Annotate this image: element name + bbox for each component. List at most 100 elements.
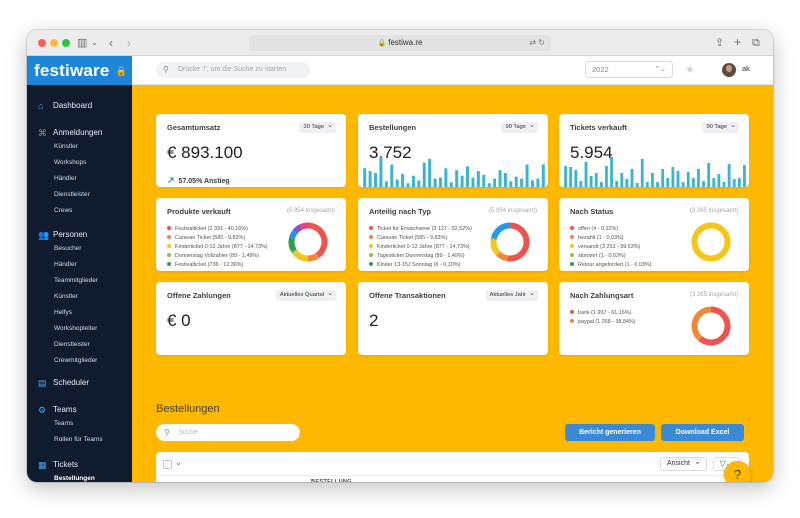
legend-item: Caravan Ticket (585 - 9,83%)	[369, 234, 472, 243]
legend-label: Kinderticket 0-12 Jahre (877 - 14,73%)	[175, 244, 268, 250]
sidebar-subitem-rollen-für-teams[interactable]: Rollen für Teams	[54, 436, 103, 443]
legend-label: offen (4 - 0,12%)	[578, 226, 619, 232]
avatar[interactable]	[722, 63, 736, 77]
sparkline-bar	[599, 182, 603, 187]
sparkline-bar	[584, 162, 588, 187]
donut-segment	[299, 222, 309, 230]
sidebar-subitem-crewmitglieder[interactable]: Crewmitglieder	[54, 357, 98, 364]
sidebar-subitem-künstler[interactable]: Künstler	[54, 293, 78, 300]
registrations-icon: ⌘	[38, 128, 47, 138]
translate-icon[interactable]: ⇄ ↻	[529, 38, 545, 47]
sidebar-item-teams[interactable]: ⚙ Teams	[38, 404, 77, 416]
legend-label: storniert (1 - 0,03%)	[578, 253, 626, 259]
forward-icon[interactable]: ›	[127, 36, 131, 50]
sidebar-item-label: Anmeldungen	[53, 128, 103, 137]
minimize-window-button[interactable]	[50, 39, 58, 47]
sidebar-item-anmeldungen[interactable]: ⌘ Anmeldungen	[38, 127, 102, 139]
period-select[interactable]: 90 Tage	[501, 120, 538, 133]
sparkline-bar	[368, 171, 372, 187]
period-select[interactable]: Aktuelles Quartal	[275, 288, 336, 301]
tabs-icon[interactable]: ⧉	[752, 37, 760, 49]
address-bar[interactable]: 🔒 festiwa.re ⇄ ↻	[249, 35, 551, 51]
user-name[interactable]: ak	[742, 64, 750, 73]
zoom-window-button[interactable]	[62, 39, 70, 47]
sparkline-bar	[428, 158, 432, 187]
period-select[interactable]: Aktuelles Jahr	[485, 288, 538, 301]
card-title: Nach Status	[570, 207, 614, 216]
period-select[interactable]: 90 Tage	[702, 120, 739, 133]
sidebar-item-personen[interactable]: 👥 Personen	[38, 229, 87, 241]
legend-label: bank (1 997 - 61,16%)	[578, 310, 632, 316]
legend-dot	[369, 261, 373, 266]
legend-item: Kinderticket 0-12 Jahre (877 - 14,73%)	[369, 243, 472, 252]
legend-dot	[167, 225, 171, 230]
orders-search-input[interactable]: ⚲ Suche	[156, 424, 300, 441]
sidebar-subitem-crews[interactable]: Crews	[54, 207, 73, 214]
legend: Ticket für Erwachsene (3 127 - 52,52%) Ca…	[369, 225, 472, 270]
donut-segment	[506, 222, 530, 262]
sidebar-subitem-workshopleiter[interactable]: Workshopleiter	[54, 325, 98, 332]
donut-segment	[691, 306, 712, 341]
back-icon[interactable]: ‹	[109, 36, 113, 50]
global-search-input[interactable]: ⚲ Drücke '/', um die Suche zu starten	[156, 62, 310, 78]
sidebar-subitem-teammitglieder[interactable]: Teammitglieder	[54, 277, 99, 284]
year-select[interactable]: 2022 ⌃⌄	[585, 61, 673, 78]
legend-dot	[570, 243, 574, 248]
sidebar-item-scheduler[interactable]: ▤ Scheduler	[38, 377, 89, 389]
sidebar-subitem-dienstleister[interactable]: Dienstleister	[54, 341, 90, 348]
logo[interactable]: festiware 🔒	[27, 56, 132, 85]
view-select[interactable]: Ansicht	[660, 456, 707, 471]
sidebar-subitem-händler[interactable]: Händler	[54, 261, 77, 268]
help-button[interactable]: ?	[724, 461, 751, 482]
sidebar-subitem-händler[interactable]: Händler	[54, 175, 77, 182]
period-select[interactable]: 30 Tage	[299, 120, 336, 133]
sparkline-bar	[455, 170, 459, 187]
new-tab-icon[interactable]: +	[734, 35, 742, 49]
close-window-button[interactable]	[38, 39, 46, 47]
legend-item: Ticket für Erwachsene (3 127 - 52,52%)	[369, 225, 472, 234]
sparkline-bar	[525, 164, 529, 187]
sidebar-subitem-dienstleister[interactable]: Dienstleister	[54, 191, 90, 198]
chevron-down-icon[interactable]: ⌄	[91, 38, 98, 47]
legend-dot	[570, 225, 574, 230]
legend-label: Ticket für Erwachsene (3 127 - 52,52%)	[377, 226, 472, 232]
donut-segment	[292, 249, 309, 262]
sidebar-item-tickets[interactable]: ▦ Tickets	[38, 459, 78, 471]
donut-segment	[490, 239, 501, 256]
legend-dot	[570, 261, 574, 266]
sidebar-subitem-künstler[interactable]: Künstler	[54, 143, 78, 150]
donut-segment	[491, 222, 511, 240]
download-excel-button[interactable]: Download Excel	[661, 424, 744, 441]
select-all-checkbox[interactable]	[163, 460, 172, 469]
sidebar-item-dashboard[interactable]: ⌂ Dashboard	[38, 100, 92, 112]
donut-chart	[288, 222, 328, 262]
sparkline-bar	[666, 178, 670, 187]
sidebar-subitem-helfys[interactable]: Helfys	[54, 309, 73, 316]
card-title: Anteilig nach Typ	[369, 207, 431, 216]
sparkline-bar	[656, 182, 659, 187]
sparkline-bar	[594, 173, 598, 187]
column-header[interactable]: BESTELLUNG VOM⇕	[311, 479, 352, 482]
sidebar-subitem-teams[interactable]: Teams	[54, 420, 74, 427]
sidebar-subitem-bestellungen[interactable]: Bestellungen	[54, 475, 95, 482]
open-transactions-value: 2	[369, 311, 379, 330]
sparkline-bar	[433, 178, 437, 187]
sparkline-bar	[661, 169, 665, 187]
sidebar-subitem-workshops[interactable]: Workshops	[54, 159, 87, 166]
sparkline-bar	[630, 169, 634, 187]
generate-report-button[interactable]: Bericht generieren	[565, 424, 655, 441]
sidebar-subitem-besucher[interactable]: Besucher	[54, 245, 82, 252]
donut-segment	[496, 251, 509, 262]
sidebar-icon[interactable]: ▥	[77, 37, 88, 49]
legend-item: versandt (3 253 - 99,63%)	[570, 243, 651, 252]
share-icon[interactable]: ⇪	[715, 37, 725, 49]
sidebar-item-label: Personen	[53, 230, 88, 239]
sparkline-bar	[460, 175, 464, 187]
card-title: Offene Transaktionen	[369, 291, 446, 300]
column-header-label: BESTELLUNG VOM	[311, 479, 352, 482]
star-icon[interactable]: ★	[685, 64, 695, 76]
scheduler-icon: ▤	[38, 378, 47, 388]
legend: Festivalticket (2 391 - 40,16%) Caravan T…	[167, 225, 268, 270]
chevron-down-icon[interactable]: ⌄	[175, 458, 182, 467]
card-title: Offene Zahlungen	[167, 291, 231, 300]
